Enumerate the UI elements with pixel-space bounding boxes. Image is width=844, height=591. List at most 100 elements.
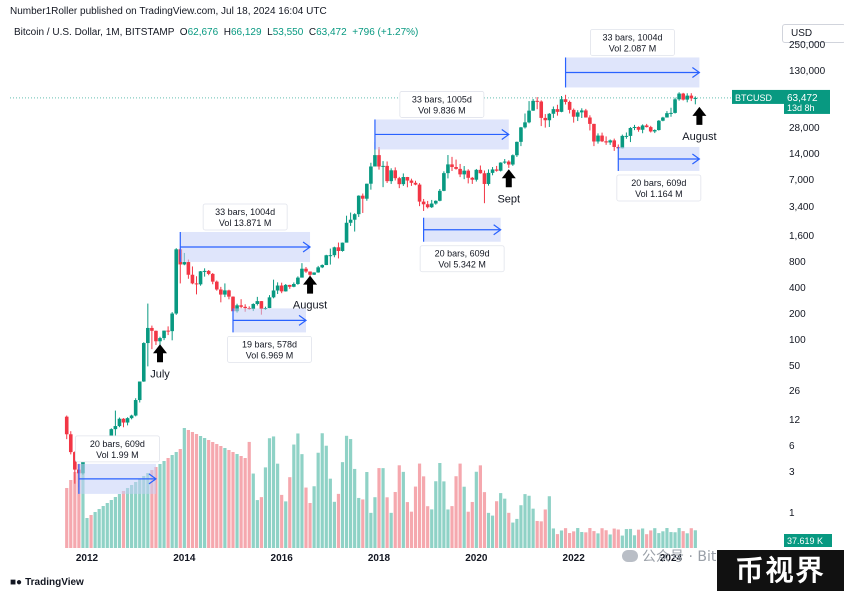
volume-bar xyxy=(653,528,657,548)
x-tick-label: 2016 xyxy=(271,553,294,564)
candle-body xyxy=(454,167,458,169)
candle-body xyxy=(446,164,450,174)
volume-bar xyxy=(280,494,284,548)
volume-bar xyxy=(105,503,109,548)
volume-bar xyxy=(239,456,243,548)
up-arrow-icon xyxy=(153,344,167,363)
volume-bar xyxy=(373,497,377,548)
candle-body xyxy=(563,99,568,102)
symbol-title: Bitcoin / U.S. Dollar, 1M, BITSTAMP xyxy=(14,27,175,38)
tradingview-icon: ■● xyxy=(10,577,23,588)
candle-body xyxy=(592,123,596,142)
candle-body xyxy=(677,93,681,100)
volume-bar xyxy=(559,530,564,548)
candle-body xyxy=(535,100,539,102)
up-arrow-icon xyxy=(303,275,318,294)
y-tick-label: 12 xyxy=(789,415,801,426)
candle-body xyxy=(543,117,548,121)
volume-bar xyxy=(466,511,470,548)
volume-bar xyxy=(276,463,280,548)
volume-bar xyxy=(65,488,69,548)
y-tick-label: 1,600 xyxy=(789,231,814,242)
change-value: +796 (+1.27%) xyxy=(352,27,419,38)
volume-bar xyxy=(547,496,551,548)
candle-body xyxy=(328,255,333,257)
y-tick-label: 6 xyxy=(789,441,795,452)
volume-bar xyxy=(405,502,409,548)
tradingview-logo[interactable]: ■● TradingView xyxy=(10,577,84,588)
volume-bar xyxy=(138,479,142,548)
range-label-volume: Vol 5.342 M xyxy=(438,260,486,270)
currency-selector[interactable]: USD xyxy=(782,24,844,43)
volume-bar xyxy=(539,521,543,548)
volume-bar xyxy=(685,533,689,548)
candle-body xyxy=(466,170,471,178)
volume-bar xyxy=(101,506,105,548)
volume-bar xyxy=(523,494,527,548)
volume-bar xyxy=(231,452,235,548)
volume-badge-bg xyxy=(784,534,832,547)
candle-body xyxy=(547,113,552,121)
low-value: 53,550 xyxy=(272,27,304,38)
candle-body xyxy=(190,274,195,284)
candle-body xyxy=(279,285,284,292)
candle-body xyxy=(397,178,402,185)
volume-bar xyxy=(628,528,633,548)
price-badge-symbol: BTCUSD xyxy=(735,93,773,103)
high-value: 66,129 xyxy=(230,27,262,38)
volume-bar xyxy=(223,448,227,548)
candle-body xyxy=(283,284,288,292)
volume-bar xyxy=(267,438,272,548)
candle-body xyxy=(620,135,625,149)
candle-body xyxy=(575,112,580,117)
low-label: L xyxy=(267,27,273,38)
candle-body xyxy=(174,249,179,314)
volume-bar xyxy=(166,458,170,548)
candle-body xyxy=(243,306,247,309)
y-tick-label: 250,000 xyxy=(789,40,826,51)
volume-bar xyxy=(203,438,207,548)
volume-bar xyxy=(186,430,190,548)
candle-body xyxy=(125,418,130,423)
volume-bar xyxy=(616,529,620,548)
volume-bar xyxy=(365,472,369,548)
candle-body xyxy=(486,172,491,184)
candle-body xyxy=(369,166,373,184)
candle-body xyxy=(628,128,633,136)
volume-bar xyxy=(292,444,296,548)
x-tick-label: 2024 xyxy=(660,553,683,564)
volume-bar xyxy=(178,449,182,548)
volume-bar xyxy=(543,509,547,548)
volume-bar xyxy=(97,509,101,548)
volume-bar xyxy=(328,478,332,548)
candle-body xyxy=(474,169,479,180)
volume-bar xyxy=(389,512,393,548)
candle-body xyxy=(316,267,320,273)
candle-body xyxy=(429,203,434,208)
candle-body xyxy=(312,272,316,275)
price-badge-value-bg xyxy=(784,89,830,114)
candle-body xyxy=(251,304,256,310)
candle-body xyxy=(669,112,673,114)
candle-body xyxy=(652,130,657,132)
high-label: H xyxy=(223,27,231,38)
candle-body xyxy=(588,117,592,124)
volume-bar xyxy=(121,491,126,548)
range-arrow-head xyxy=(692,153,701,165)
range-label-box xyxy=(75,435,160,463)
x-tick-label: 2022 xyxy=(563,553,586,564)
volume-bar xyxy=(665,528,669,548)
volume-bar xyxy=(527,495,531,548)
volume-bar xyxy=(377,468,381,548)
volume-bar xyxy=(109,500,113,548)
volume-bar xyxy=(657,533,661,548)
volume-bar xyxy=(612,528,616,548)
y-tick-label: 400 xyxy=(789,283,806,294)
candle-body xyxy=(308,271,312,275)
y-tick-label: 50 xyxy=(789,361,801,372)
volume-badge: 37.619 K xyxy=(784,534,832,547)
candle-body xyxy=(336,247,341,251)
volume-bar xyxy=(361,499,365,548)
